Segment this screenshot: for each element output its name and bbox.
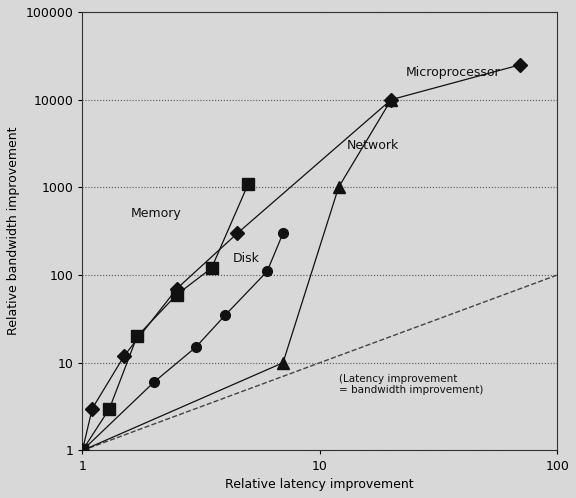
Y-axis label: Relative bandwidth improvement: Relative bandwidth improvement xyxy=(7,127,20,336)
Text: (Latency improvement
= bandwidth improvement): (Latency improvement = bandwidth improve… xyxy=(339,374,483,395)
Text: Microprocessor: Microprocessor xyxy=(406,66,500,80)
Text: Disk: Disk xyxy=(233,252,260,265)
X-axis label: Relative latency improvement: Relative latency improvement xyxy=(225,478,414,491)
Text: Memory: Memory xyxy=(131,207,181,220)
Text: Network: Network xyxy=(347,139,399,152)
